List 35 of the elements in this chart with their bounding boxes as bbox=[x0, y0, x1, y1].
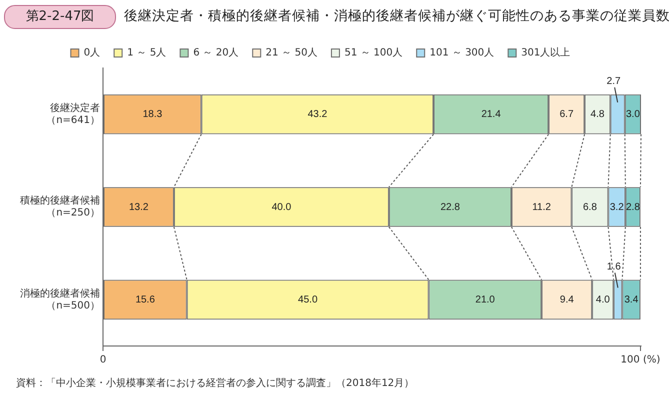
x-tick-label: 0 bbox=[100, 354, 106, 366]
data-label: 21.0 bbox=[475, 294, 496, 306]
data-label: 9.4 bbox=[560, 294, 574, 306]
legend-label: 1 ～ 5人 bbox=[127, 48, 166, 59]
legend-label: 301人以上 bbox=[521, 46, 570, 59]
legend-label: 101 ～ 300人 bbox=[430, 48, 494, 59]
data-label: 3.0 bbox=[626, 109, 640, 120]
data-label: 13.2 bbox=[128, 202, 149, 213]
y-tick-label: 後継決定者（n=641） bbox=[46, 102, 100, 126]
text: 資料：「中小企業・小規模事業者における経営者の参入に関する調査」（2018年12月） bbox=[16, 376, 414, 390]
y-tick-label: 消極的後継者候補（n=500） bbox=[20, 287, 100, 312]
data-label: 11.2 bbox=[532, 202, 552, 213]
text: 第2-2-47図 bbox=[4, 5, 116, 29]
data-label: 43.2 bbox=[308, 109, 328, 120]
legend-label: 6 ～ 20人 bbox=[193, 48, 239, 59]
data-label: 6.8 bbox=[582, 202, 598, 213]
data-label: 3.2 bbox=[610, 202, 624, 213]
data-label: 22.8 bbox=[440, 202, 460, 213]
data-label: 45.0 bbox=[298, 294, 318, 306]
data-label: 2.7 bbox=[606, 76, 622, 88]
legend-label: 21 ～ 50人 bbox=[266, 48, 318, 59]
y-tick-label: 積極的後継者候補（n=250） bbox=[20, 194, 100, 219]
data-label: 40.0 bbox=[272, 202, 292, 213]
data-label: 18.3 bbox=[142, 109, 163, 120]
legend-label: 0人 bbox=[84, 48, 100, 59]
data-label: 4.8 bbox=[590, 109, 605, 120]
x-tick-label: 100 (%) bbox=[620, 354, 660, 366]
data-label: 1.6 bbox=[606, 261, 622, 272]
data-label: 2.8 bbox=[626, 202, 640, 213]
data-label: 4.0 bbox=[596, 294, 610, 306]
data-label: 6.7 bbox=[560, 109, 574, 120]
data-label: 21.4 bbox=[481, 109, 502, 120]
legend-label: 51 ～ 100人 bbox=[344, 48, 403, 59]
data-label: 3.4 bbox=[624, 294, 639, 306]
data-label: 15.6 bbox=[135, 294, 156, 306]
